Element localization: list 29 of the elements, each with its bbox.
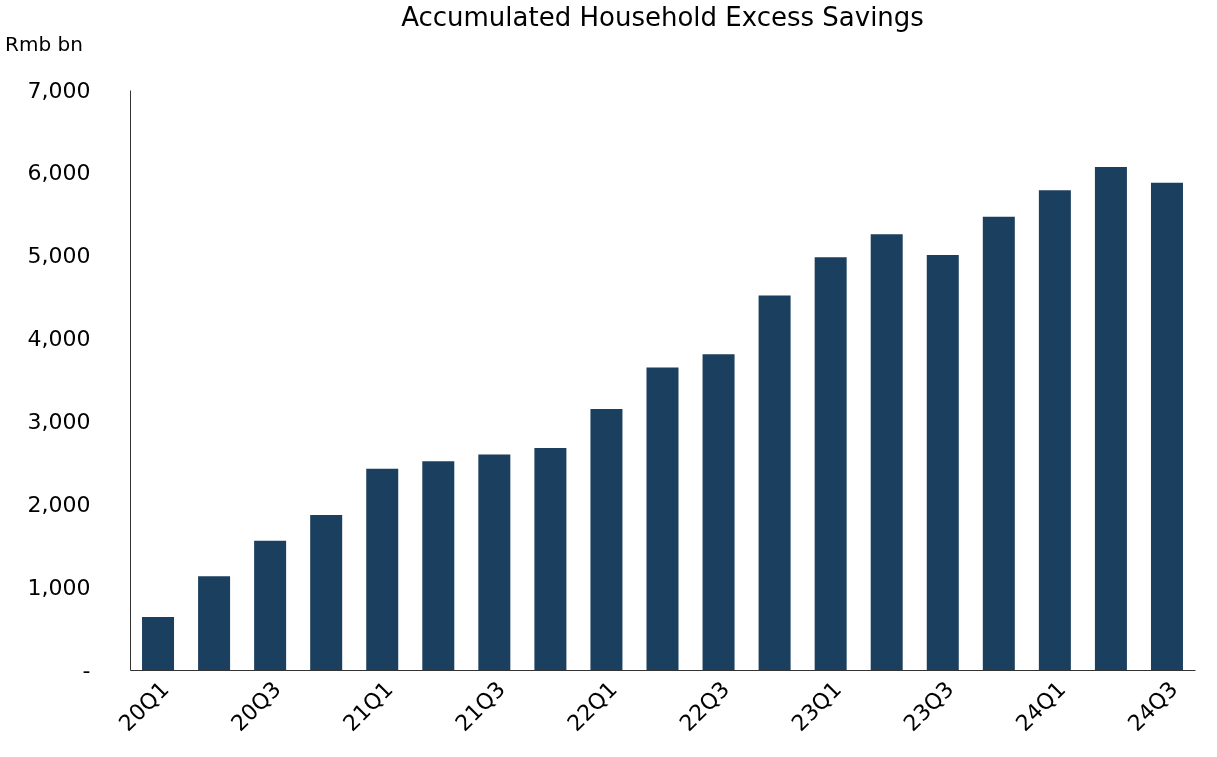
bar — [254, 540, 287, 670]
bar — [1094, 167, 1127, 670]
bar — [1038, 190, 1071, 670]
bar — [1150, 182, 1183, 670]
bar — [534, 447, 567, 670]
y-tick-label: 1,000 — [27, 574, 91, 600]
bar — [870, 234, 903, 670]
y-tick-label: - — [82, 657, 91, 683]
y-tick-label: 3,000 — [27, 408, 91, 434]
chart-title: Accumulated Household Excess Savings — [401, 2, 924, 32]
bar — [478, 454, 511, 670]
bar — [702, 354, 735, 670]
y-tick-label: 7,000 — [27, 77, 91, 103]
bar — [310, 515, 343, 670]
bar — [590, 409, 623, 670]
y-tick-label: 2,000 — [27, 491, 91, 517]
bar — [982, 216, 1015, 670]
bar — [758, 295, 791, 670]
y-tick-label: 6,000 — [27, 160, 91, 186]
y-tick-label: 4,000 — [27, 326, 91, 352]
y-axis-title: Rmb bn — [5, 32, 83, 56]
y-tick-label: 5,000 — [27, 243, 91, 269]
bar — [814, 257, 847, 670]
bar — [422, 461, 455, 670]
bar — [366, 468, 399, 670]
bar — [926, 254, 959, 670]
bar — [198, 576, 231, 670]
bar — [142, 616, 175, 670]
bar — [646, 367, 679, 670]
